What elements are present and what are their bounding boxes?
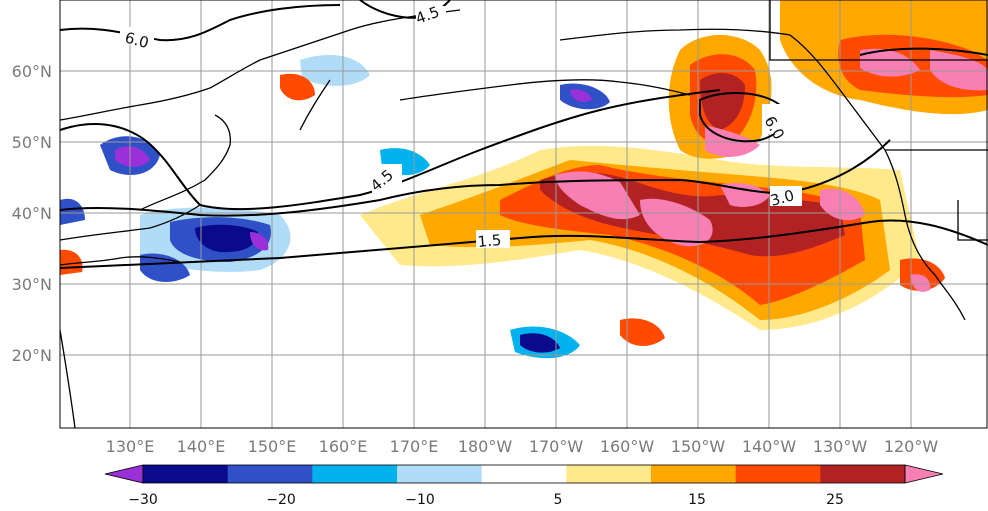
contour-label-3-0: 3.0 [768, 186, 796, 210]
lon-label-150w: 150°W [671, 437, 726, 456]
colorbar-min-extension [104, 464, 144, 484]
lon-label-120w: 120°W [884, 437, 939, 456]
colorbar-outline [142, 464, 906, 484]
colorbar-cell [227, 465, 313, 483]
contour-labels: 6.0 4.5 6.0 4.5 3.0 1.5 [120, 3, 802, 251]
lon-label-160w: 160°W [600, 437, 655, 456]
colorbar-cell [820, 465, 906, 483]
colorbar-cell [143, 465, 229, 483]
lat-label-20n: 20°N [12, 346, 52, 365]
colorbar-tick-5: 5 [554, 492, 563, 508]
colorbar: −30 −20 −10 5 15 25 [104, 464, 944, 508]
colorbar-cell [735, 465, 821, 483]
latitude-labels: 60°N 50°N 40°N 30°N 20°N [12, 62, 52, 365]
colorbar-tick-15: 15 [688, 492, 706, 508]
lon-label-130e: 130°E [106, 437, 155, 456]
lat-label-30n: 30°N [12, 275, 52, 294]
map-frame [59, 0, 988, 429]
lon-label-170w: 170°W [529, 437, 584, 456]
graticule [60, 0, 988, 428]
lon-label-180w: 180°W [458, 437, 513, 456]
colorbar-cell [481, 465, 567, 483]
colorbar-tick-25: 25 [826, 492, 844, 508]
contour-label-6-0-west: 6.0 [123, 28, 151, 52]
colorbar-cell [651, 465, 737, 483]
colorbar-max-extension [904, 464, 944, 484]
contour-label-1-5: 1.5 [477, 231, 502, 251]
colorbar-tick-minus10: −10 [405, 492, 435, 508]
lon-label-140w: 140°W [742, 437, 797, 456]
lon-label-130w: 130°W [813, 437, 868, 456]
coastlines [60, 0, 988, 428]
lon-label-140e: 140°E [177, 437, 226, 456]
lat-label-40n: 40°N [12, 204, 52, 223]
colorbar-cell [566, 465, 652, 483]
colorbar-cell [312, 465, 398, 483]
colorbar-cell [397, 465, 483, 483]
lat-label-60n: 60°N [12, 62, 52, 81]
colorbar-tick-minus20: −20 [266, 492, 296, 508]
lat-label-50n: 50°N [12, 133, 52, 152]
longitude-labels: 130°E 140°E 150°E 160°E 170°E 180°W 170°… [106, 437, 939, 456]
colorbar-cells [143, 465, 906, 483]
lon-label-170e: 170°E [390, 437, 439, 456]
colorbar-tick-minus30: −30 [128, 492, 158, 508]
lon-label-150e: 150°E [248, 437, 297, 456]
lon-label-160e: 160°E [319, 437, 368, 456]
